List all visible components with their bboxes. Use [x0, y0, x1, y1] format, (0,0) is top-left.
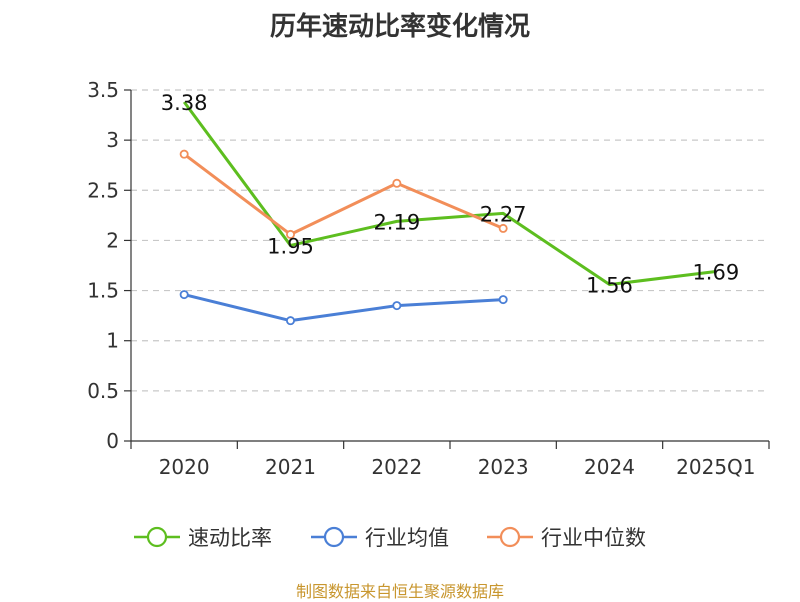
legend-marker-icon [146, 526, 168, 548]
data-label: 2.27 [480, 202, 527, 226]
series-line-1 [183, 293, 504, 323]
data-point [285, 316, 295, 326]
y-tick-label: 2.5 [87, 178, 119, 202]
series-line-0 [182, 101, 717, 287]
data-label: 1.69 [692, 261, 739, 285]
y-tick-label: 1.5 [87, 279, 119, 303]
chart-title: 历年速动比率变化情况 [269, 12, 530, 42]
data-point [179, 149, 189, 159]
x-tick-label: 2021 [265, 455, 316, 479]
data-point [498, 295, 508, 305]
x-tick-label: 2020 [159, 455, 210, 479]
axes: 0 0.5 1 1.5 2 2.5 3 3.5 2020 2021 2022 2023 2024 2025… [87, 78, 770, 479]
x-tick-label: 2023 [478, 455, 529, 479]
x-tick-label: 2024 [584, 455, 635, 479]
legend-label: 行业中位数 [541, 526, 646, 550]
data-label: 1.56 [586, 274, 633, 298]
grid-lines [131, 89, 769, 392]
data-label: 2.19 [373, 210, 420, 234]
x-tick-label: 2022 [371, 455, 422, 479]
legend-marker-icon [323, 526, 345, 548]
data-point [392, 301, 402, 311]
y-tick-label: 3.5 [87, 78, 119, 102]
y-tick-label: 3 [106, 128, 119, 152]
y-tick-label: 0.5 [87, 379, 119, 403]
source-note: 制图数据来自恒生聚源数据库 [295, 582, 504, 601]
series-lines [179, 101, 717, 326]
legend-label: 行业均值 [365, 526, 449, 550]
legend: 速动比率 行业均值 行业中位数 [134, 526, 646, 550]
series-line-2 [183, 152, 504, 236]
legend-marker-icon [499, 526, 521, 548]
data-label: 3.38 [161, 91, 208, 115]
data-point [498, 223, 508, 233]
y-tick-label: 2 [106, 228, 119, 252]
data-point [392, 178, 402, 188]
legend-label: 速动比率 [188, 526, 272, 550]
y-tick-label: 0 [106, 429, 119, 453]
y-tick-label: 1 [106, 329, 119, 353]
data-point [179, 290, 189, 300]
data-label: 1.95 [267, 234, 314, 258]
x-tick-label: 2025Q1 [676, 455, 755, 479]
data-labels: 3.38 1.95 2.19 2.27 1.56 1.69 [161, 91, 739, 298]
data-point [285, 229, 295, 239]
